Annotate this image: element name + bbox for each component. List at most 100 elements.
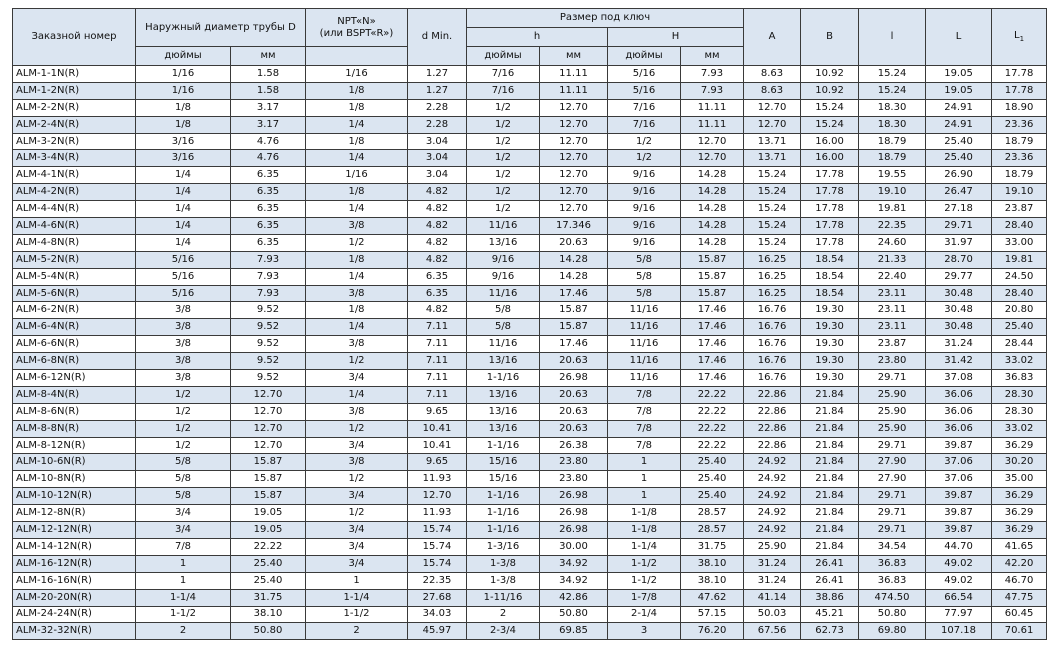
part-number-cell: ALM-4-4N(R): [12, 200, 136, 219]
table-row: ALM-10-6N(R) 5/8 15.87 3/8 9.65 15/16 23.80 1 25…: [12, 453, 1048, 472]
value-cell: 25.40: [925, 132, 993, 151]
header-cell: d Min.: [407, 8, 467, 66]
part-number-cell: ALM-32-32N(R): [12, 622, 136, 641]
value-cell: 12.70: [539, 98, 608, 117]
value-cell: 18.79: [858, 132, 927, 151]
value-cell: 50.80: [858, 605, 927, 624]
value-cell: 3/8: [305, 453, 408, 472]
value-cell: 30.48: [925, 301, 993, 320]
value-cell: 3/4: [305, 369, 408, 387]
part-number-cell: ALM-1-2N(R): [12, 81, 136, 100]
value-cell: 16.25: [743, 250, 802, 269]
value-cell: 2.28: [407, 115, 467, 134]
part-number-cell: ALM-24-24N(R): [12, 605, 136, 624]
part-number-cell: ALM-6-2N(R): [12, 301, 136, 320]
value-cell: 15.87: [539, 301, 608, 320]
value-cell: 7/8: [135, 537, 231, 556]
value-cell: 22.86: [743, 436, 802, 455]
value-cell: 24.92: [743, 521, 802, 539]
value-cell: 7/16: [607, 98, 681, 117]
value-cell: 70.61: [991, 622, 1048, 641]
value-cell: 69.85: [539, 622, 608, 641]
header-text: (или BSPT«R»): [319, 27, 394, 39]
value-cell: 27.68: [407, 588, 467, 607]
part-number-cell: ALM-10-6N(R): [12, 453, 136, 472]
value-cell: 6.35: [230, 233, 306, 252]
value-cell: 1-1/16: [466, 521, 540, 539]
value-cell: 25.40: [679, 487, 745, 506]
value-cell: 12.70: [539, 149, 608, 168]
value-cell: 12.70: [230, 402, 306, 421]
value-cell: 1/8: [135, 115, 231, 134]
part-number-cell: ALM-12-12N(R): [12, 521, 136, 539]
value-cell: 29.71: [858, 436, 927, 455]
value-cell: 18.54: [800, 284, 860, 303]
value-cell: 6.35: [407, 267, 467, 286]
value-cell: 15/16: [466, 470, 540, 489]
part-number-cell: ALM-6-4N(R): [12, 318, 136, 337]
value-cell: 23.11: [858, 284, 927, 303]
value-cell: 26.98: [539, 369, 608, 387]
value-cell: 24.91: [925, 98, 993, 117]
value-cell: 2: [135, 622, 231, 641]
value-cell: 11/16: [466, 284, 540, 303]
value-cell: 1/4: [135, 200, 231, 219]
value-cell: 11.11: [539, 81, 608, 100]
value-cell: 15.24: [800, 115, 860, 134]
part-number-cell: ALM-8-12N(R): [12, 436, 136, 455]
value-cell: 1/2: [466, 149, 540, 168]
value-cell: 4.82: [407, 250, 467, 269]
value-cell: 7/8: [607, 402, 681, 421]
value-cell: 12.70: [407, 487, 467, 506]
value-cell: 25.90: [858, 419, 927, 438]
value-cell: 24.92: [743, 470, 802, 489]
table-row: ALM-8-8N(R) 1/2 12.70 1/2 10.41 13/16 20.63 7/8…: [12, 419, 1048, 438]
table-row: ALM-4-2N(R) 1/4 6.35 1/8 4.82 1/2 12.70 9/16 14.…: [12, 183, 1048, 202]
value-cell: 41.65: [991, 537, 1048, 556]
value-cell: 17.46: [679, 318, 745, 337]
header-cell: Наружный диаметр трубы D: [135, 8, 306, 47]
value-cell: 17.46: [679, 301, 745, 320]
value-cell: 49.02: [925, 554, 993, 573]
part-number-cell: ALM-10-12N(R): [12, 487, 136, 506]
value-cell: 14.28: [679, 166, 745, 185]
value-cell: 31.75: [230, 588, 306, 607]
value-cell: 15.24: [743, 233, 802, 252]
value-cell: 35.00: [991, 470, 1048, 489]
value-cell: 1/16: [305, 65, 408, 83]
value-cell: 19.30: [800, 369, 860, 387]
value-cell: 45.97: [407, 622, 467, 641]
value-cell: 3/4: [305, 521, 408, 539]
value-cell: 13/16: [466, 385, 540, 404]
value-cell: 23.80: [539, 470, 608, 489]
value-cell: 19.30: [800, 335, 860, 354]
value-cell: 11.93: [407, 470, 467, 489]
value-cell: 41.14: [743, 588, 802, 607]
value-cell: 10.41: [407, 419, 467, 438]
value-cell: 1/2: [305, 419, 408, 438]
table-row: ALM-20-20N(R) 1-1/4 31.75 1-1/4 27.68 1-11/16…: [12, 588, 1048, 607]
table-row: ALM-10-12N(R) 5/8 15.87 3/4 12.70 1-1/16 26.98…: [12, 487, 1048, 506]
table-row: ALM-24-24N(R) 1-1/2 38.10 1-1/2 34.03 2 50.80 2…: [12, 605, 1048, 624]
value-cell: 1/4: [135, 183, 231, 202]
header-cell: Размер под ключ: [465, 8, 745, 28]
value-cell: 42.20: [991, 554, 1048, 573]
table-row: ALM-8-4N(R) 1/2 12.70 1/4 7.11 13/16 20.63 7/8 2…: [12, 385, 1048, 404]
value-cell: 39.87: [925, 521, 993, 539]
value-cell: 1/4: [135, 233, 231, 252]
value-cell: 1/2: [135, 436, 231, 455]
value-cell: 19.81: [991, 250, 1048, 269]
value-cell: 19.30: [800, 318, 860, 337]
value-cell: 23.11: [858, 301, 927, 320]
value-cell: 1-1/2: [305, 605, 408, 624]
value-cell: 24.60: [858, 233, 927, 252]
value-cell: 36.06: [925, 419, 993, 438]
value-cell: 2.28: [407, 98, 467, 117]
table-row: ALM-2-4N(R) 1/8 3.17 1/4 2.28 1/2 12.70 7/16 11.…: [12, 115, 1048, 134]
table-row: ALM-6-2N(R) 3/8 9.52 1/8 4.82 5/8 15.87 11/16 17…: [12, 301, 1048, 320]
value-cell: 1.27: [407, 81, 467, 100]
value-cell: 16.00: [800, 149, 860, 168]
value-cell: 21.84: [800, 537, 860, 556]
value-cell: 1/2: [305, 470, 408, 489]
